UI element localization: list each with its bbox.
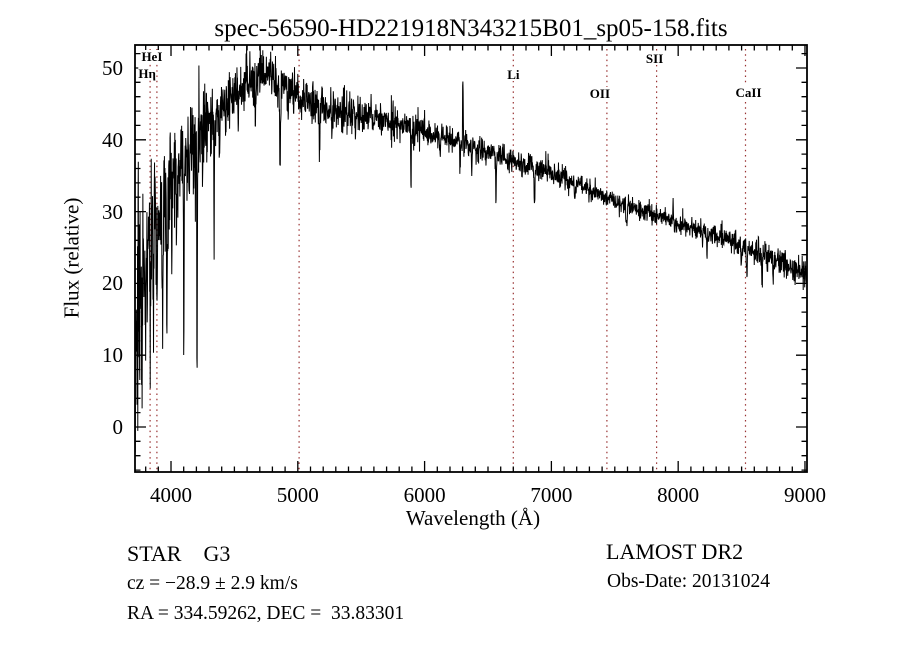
spectral-line-label: Hη <box>138 66 156 81</box>
axis-ticks <box>135 45 807 472</box>
y-tick-label: 50 <box>102 55 123 80</box>
spectral-line-label: Li <box>507 67 520 82</box>
spectral-line-label: SII <box>645 51 664 66</box>
y-tick-label: 30 <box>102 199 123 224</box>
x-tick-label: 5000 <box>276 483 319 507</box>
spectral-line-label: HeI <box>141 49 163 64</box>
y-tick-label: 20 <box>102 271 123 296</box>
y-tick-label: 0 <box>112 414 124 439</box>
spectrum-trace <box>134 44 808 453</box>
radial-velocity-label: cz = −28.9 ± 2.9 km/s <box>127 573 298 594</box>
coordinates-label: RA = 334.59262, DEC = 33.83301 <box>127 603 405 624</box>
x-tick-label: 8000 <box>657 483 700 507</box>
x-tick-label: 7000 <box>530 483 573 507</box>
x-tick-label: 4000 <box>150 483 192 507</box>
spectral-line-label: CaII <box>735 85 762 100</box>
y-tick-label: 10 <box>102 343 123 368</box>
x-axis-label: Wavelength (Å) <box>405 506 541 530</box>
plot-title: spec-56590-HD221918N343215B01_sp05-158.f… <box>214 15 728 42</box>
y-tick-label: 40 <box>102 127 123 152</box>
x-tick-label: 9000 <box>783 483 826 507</box>
spectral-line-label: OII <box>589 86 611 101</box>
survey-release-label: LAMOST DR2 <box>606 539 744 564</box>
x-tick-label: 6000 <box>403 483 446 507</box>
obs-date-label: Obs-Date: 20131024 <box>607 571 771 592</box>
object-type-label: STAR G3 <box>127 541 231 566</box>
plot-frame <box>134 44 808 473</box>
